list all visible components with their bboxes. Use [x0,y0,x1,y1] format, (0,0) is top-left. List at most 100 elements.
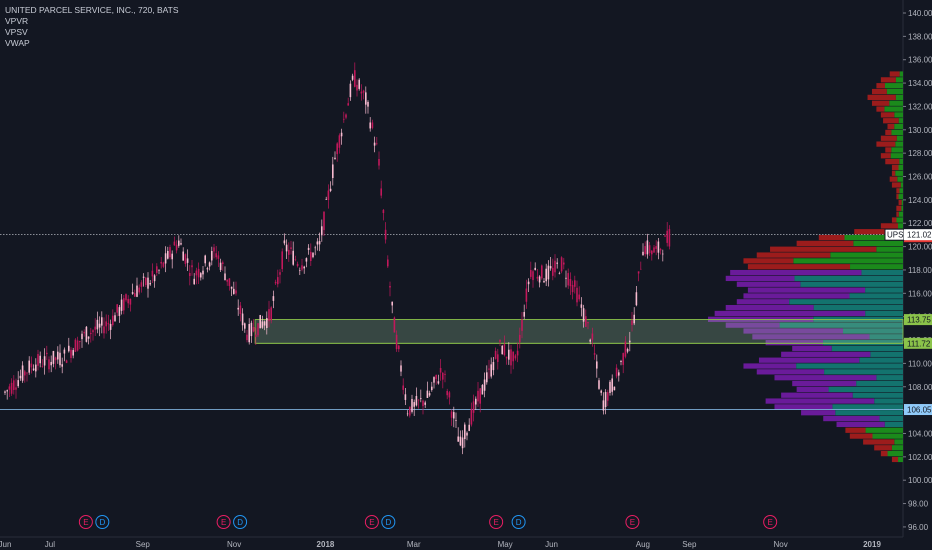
candle-body [211,251,213,261]
dividend-event-icon[interactable]: D [511,515,526,529]
candle-body [175,244,178,251]
candle-body [483,379,486,391]
last-price-label-bg [904,229,932,241]
indicator-vwap[interactable]: VWAP [5,38,30,48]
dividend-event-icon[interactable]: D [233,515,248,529]
candle-body [151,270,154,277]
dividend-event-icon[interactable]: D [95,515,110,529]
candle-body [259,315,261,329]
profile-bar-up [870,351,903,357]
profile-bar-up [896,217,903,223]
candle-body [345,114,347,118]
candle-body [360,91,363,94]
candle-body [312,252,314,258]
candle-body [8,386,11,390]
candle-body [644,246,646,255]
profile-bar-down [880,451,888,457]
candle-body [292,250,294,265]
candle-body [61,364,63,367]
candle-body [389,285,391,288]
profile-bar-down [752,334,870,340]
y-tick-label: 132.00 [908,102,932,111]
candle-body [318,241,321,245]
dividend-event-icon[interactable]: D [381,515,396,529]
candle-body [415,396,418,406]
candle-body [233,288,235,294]
profile-bar-up [884,83,903,89]
candle-body [657,241,660,253]
y-tick-label: 122.00 [908,219,932,228]
candle-body [28,360,30,373]
candle-body [48,359,50,370]
profile-bar-down [885,159,900,165]
profile-bar-up [898,118,903,124]
candle-body [598,380,600,389]
earnings-event-icon[interactable]: E [625,515,640,529]
earnings-event-icon[interactable]: E [78,515,93,529]
x-tick-label: Nov [227,540,241,549]
profile-bar-up [894,123,903,130]
profile-bar-up [891,147,903,153]
candle-body [510,349,512,366]
candle-body [261,321,264,328]
svg-text:E: E [630,518,635,527]
earnings-event-icon[interactable]: E [216,515,231,529]
y-tick-label: 140.00 [908,9,932,18]
candle-body [327,190,330,200]
candle-body [241,313,244,326]
candle-body [648,245,651,254]
candle-body [79,340,81,343]
y-tick-label: 100.00 [908,476,932,485]
candle-body [54,357,57,361]
profile-bar-up [853,240,903,246]
candle-body [578,294,580,300]
candle-body [384,229,387,240]
profile-bar-down [871,88,887,95]
profile-bar-down [743,293,850,299]
candle-body [431,386,433,391]
profile-bar-up [813,305,903,311]
indicator-vpvr[interactable]: VPVR [5,16,29,26]
candle-body [395,334,398,350]
profile-bar-up [895,141,903,147]
profile-bar-up [891,129,903,136]
earnings-event-icon[interactable]: E [763,515,778,529]
candle-body [464,424,466,440]
profile-bar-down [880,77,896,83]
candle-body [193,278,195,285]
profile-bar-down [796,386,829,392]
profile-bar-up [823,340,903,346]
candle-body [41,366,44,367]
candle-body [101,317,103,326]
candle-body [228,278,231,286]
candle-body [294,259,297,260]
candle-body [296,263,299,266]
candle-body [125,294,127,301]
earnings-event-icon[interactable]: E [489,515,504,529]
earnings-event-icon[interactable]: E [364,515,379,529]
y-tick-label: 110.00 [908,359,932,368]
candle-body [50,361,52,366]
candle-body [35,364,37,372]
candle-body [602,400,605,411]
level-label: 106.05 [907,406,932,415]
svg-text:E: E [221,518,226,527]
profile-bar-down [725,322,780,328]
candle-body [404,394,407,400]
candle-body [659,248,662,251]
candle-body [263,321,266,326]
candle-body [235,290,237,294]
candle-body [624,341,627,357]
y-tick-label: 120.00 [908,243,932,252]
candle-body [343,118,345,120]
candle-body [516,350,519,356]
candle-body [492,362,495,371]
candle-body [387,259,389,267]
candle-body [257,323,259,336]
profile-bar-up [800,281,903,287]
profile-bar-up [879,415,903,422]
profile-bar-up [835,410,903,416]
profile-bar-down [725,275,795,282]
indicator-vpsv[interactable]: VPSV [5,27,28,37]
